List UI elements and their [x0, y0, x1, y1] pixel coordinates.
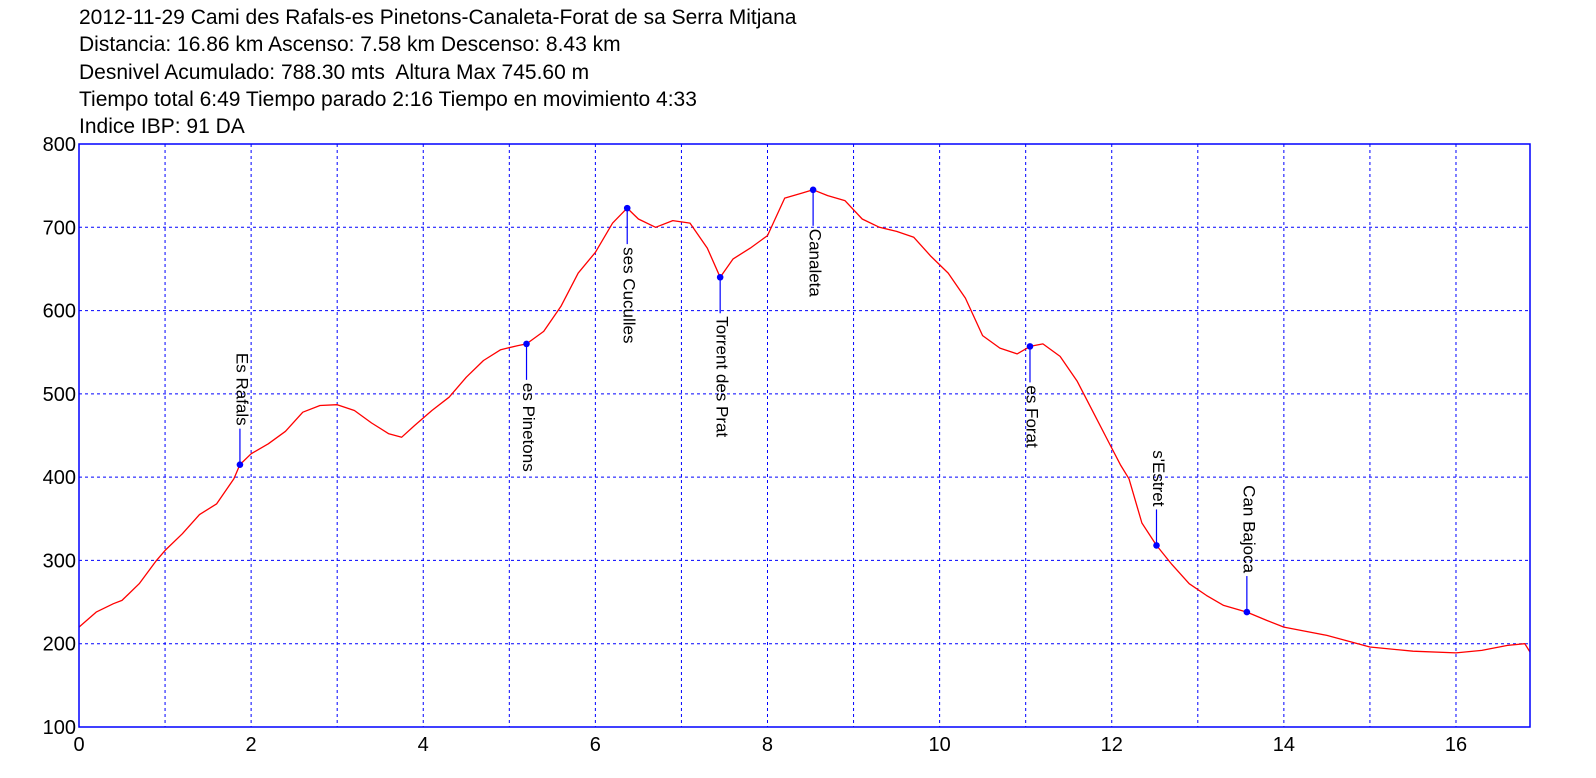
waypoint-marker	[1026, 343, 1034, 350]
elevation-summary: Desnivel Acumulado: 788.30 mts Altura Ma…	[79, 60, 590, 84]
waypoint-marker	[1153, 542, 1160, 549]
ibp-index: Indice IBP: 91 DA	[79, 115, 245, 139]
waypoint-marker	[523, 340, 530, 348]
waypoint-label: es Forat	[1022, 385, 1041, 448]
waypoint-layer: Es Rafals es Pinetons ses Cuculles Torrent …	[232, 186, 1258, 616]
x-tick-label: 2	[246, 734, 257, 756]
waypoint-marker	[236, 461, 244, 468]
x-tick-label: 12	[1101, 734, 1123, 756]
distance-summary: Distancia: 16.86 km Ascenso: 7.58 km Des…	[79, 33, 621, 57]
x-tick-label: 6	[590, 734, 601, 756]
time-summary: Tiempo total 6:49 Tiempo parado 2:16 Tie…	[79, 87, 697, 111]
x-tick-label: 8	[762, 734, 773, 756]
y-tick-label: 800	[43, 134, 76, 156]
x-tick-label: 10	[928, 734, 950, 756]
x-tick-label: 16	[1445, 734, 1467, 756]
y-tick-label: 700	[43, 217, 76, 239]
y-tick-label: 100	[43, 717, 76, 739]
y-tick-label: 500	[43, 384, 76, 406]
waypoint-marker	[809, 186, 817, 194]
y-tick-label: 200	[43, 634, 76, 656]
axis-layer: 0 2 4 6 8 10 12 14 16 100 200 300 400 500 600 700 800	[43, 134, 1531, 756]
chart-header: 2012-11-29 Cami des Rafals-es Pinetons-C…	[79, 4, 796, 140]
chart-title: 2012-11-29 Cami des Rafals-es Pinetons-C…	[79, 6, 797, 29]
waypoint-label: Canaleta	[806, 229, 825, 298]
waypoint-label: Can Bajoca	[1239, 485, 1258, 573]
waypoint-label: ses Cuculles	[620, 247, 639, 343]
waypoint-label: es Pinetons	[519, 383, 538, 472]
plot-frame	[78, 143, 1531, 728]
plot-layer	[78, 189, 1531, 654]
x-tick-label: 4	[418, 734, 429, 756]
waypoint-marker	[623, 204, 631, 212]
waypoint-marker	[716, 273, 724, 281]
y-tick-label: 300	[43, 550, 76, 572]
elevation-line	[78, 189, 1531, 654]
waypoint-label: s'Estret	[1149, 450, 1168, 506]
y-tick-label: 600	[43, 301, 76, 323]
waypoint-label: Es Rafals	[232, 353, 251, 426]
y-tick-label: 400	[43, 467, 76, 489]
waypoint-label: Torrent des Prat	[713, 316, 732, 437]
waypoint-marker	[1243, 608, 1251, 616]
x-tick-label: 14	[1273, 734, 1295, 756]
x-tick-label: 0	[73, 734, 84, 756]
grid-layer	[79, 144, 1530, 727]
